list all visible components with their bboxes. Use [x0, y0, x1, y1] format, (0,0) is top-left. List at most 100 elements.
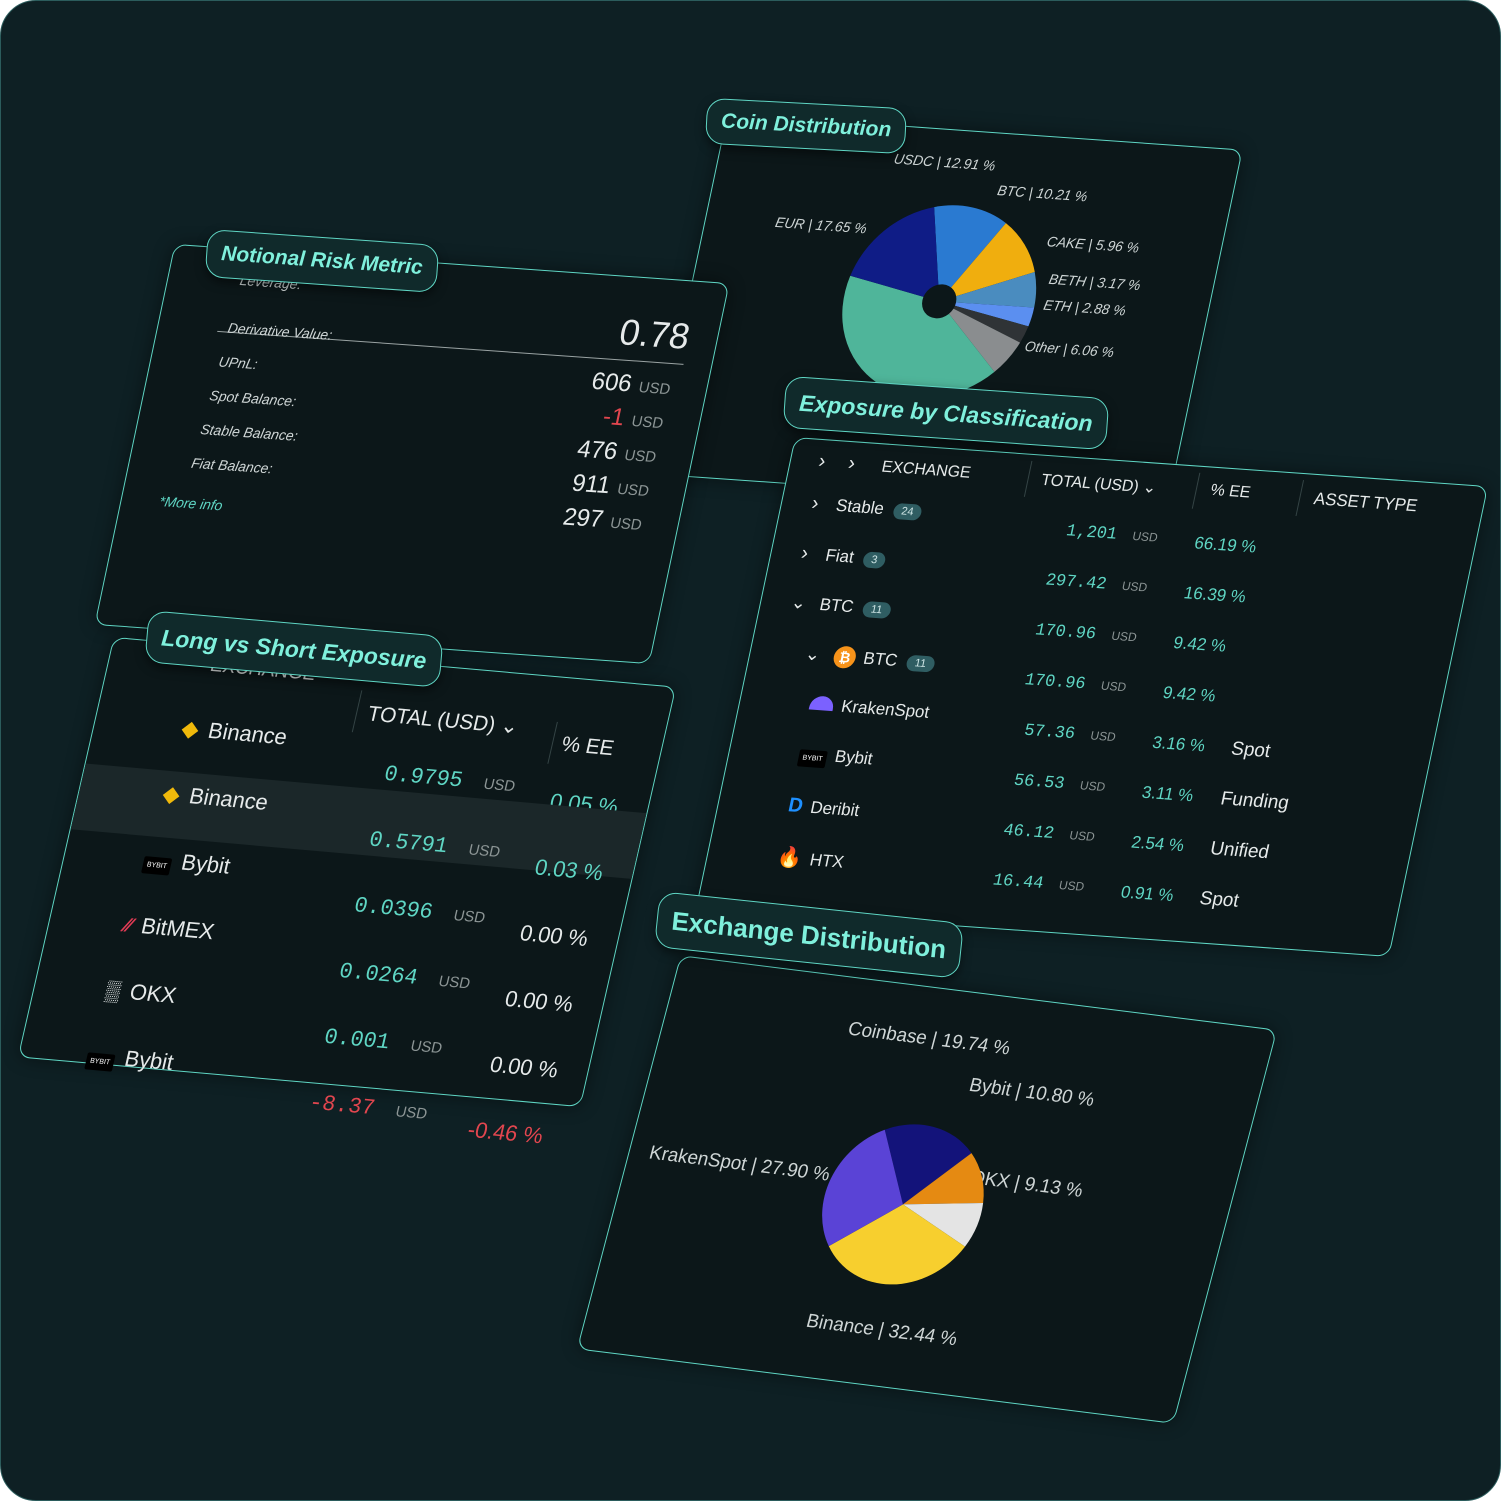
- exposure-col-asset[interactable]: ASSET TYPE: [1312, 489, 1420, 516]
- expand-all-icon[interactable]: ›: [846, 452, 858, 475]
- pie-slice-6[interactable]: [824, 275, 1012, 402]
- pie-slice-0[interactable]: [915, 204, 1009, 305]
- long-short-row-exchange[interactable]: BYBIT Bybit: [84, 1042, 176, 1076]
- total-unit: USD: [1068, 828, 1097, 844]
- ee-value: 0.03 %: [532, 854, 606, 886]
- row-label: Bybit: [833, 746, 875, 769]
- kraken-icon: [808, 694, 836, 715]
- long-short-row-exchange[interactable]: BYBIT Bybit: [140, 846, 233, 880]
- risk-value-0: 606 USD: [589, 368, 674, 401]
- exposure-row-name[interactable]: D Deribit: [786, 794, 862, 822]
- exposure-col-ee[interactable]: % EE: [1208, 481, 1253, 502]
- exposure-row-total: 16.44 USD: [991, 869, 1087, 896]
- more-info-link[interactable]: *More info: [157, 492, 225, 514]
- pie-slice-4[interactable]: [932, 301, 1032, 343]
- pie-slice-2[interactable]: [939, 266, 1041, 308]
- exposure-row-total: 297.42 USD: [1044, 569, 1150, 597]
- exchange-label-bybit: Bybit | 10.80 %: [966, 1074, 1097, 1112]
- ee-value: 2.54 %: [1129, 832, 1186, 856]
- collapse-all-icon[interactable]: ›: [816, 450, 828, 473]
- coin-label-btc: BTC | 10.21 %: [996, 182, 1090, 205]
- bybit-icon: BYBIT: [796, 744, 829, 769]
- row-label: Fiat: [823, 545, 856, 567]
- exposure-row-total: 56.53 USD: [1012, 770, 1108, 797]
- pie-slice-0[interactable]: [866, 1120, 977, 1211]
- pie-hole: [922, 284, 957, 319]
- total-value: 0.0396: [351, 893, 436, 926]
- long-short-sort-chevron-icon[interactable]: ⌄: [498, 714, 521, 739]
- risk-value-4: 297 USD: [560, 503, 645, 536]
- total-value: 46.12: [1001, 821, 1056, 844]
- pie-slice-2[interactable]: [894, 1193, 984, 1247]
- chevron-down-icon[interactable]: ⌄: [803, 643, 823, 665]
- exposure-row-name[interactable]: KrakenSpot: [808, 694, 932, 722]
- row-label: BTC: [817, 594, 856, 617]
- exposure-row-total: 170.96 USD: [1033, 619, 1139, 647]
- total-value: 57.36: [1022, 721, 1077, 745]
- chevron-down-icon[interactable]: ⌄: [789, 591, 809, 613]
- exchange-name: Binance: [205, 717, 290, 750]
- chevron-right-icon[interactable]: ›: [809, 492, 821, 515]
- sort-chevron-down-icon[interactable]: ⌄: [1141, 479, 1158, 497]
- ee-value: 9.42 %: [1161, 682, 1218, 706]
- row-label: KrakenSpot: [839, 696, 932, 722]
- total-value: 297.42: [1043, 571, 1109, 595]
- pie-slice-1[interactable]: [939, 220, 1044, 308]
- risk-number-1: -1: [600, 402, 628, 432]
- long-short-row-exchange[interactable]: ∕∕ BitMEX: [122, 912, 217, 946]
- long-short-row-total: -8.37 USD: [307, 1088, 431, 1125]
- exposure-row-name[interactable]: BYBIT Bybit: [796, 744, 875, 771]
- risk-unit-1: USD: [629, 412, 665, 433]
- bitcoin-icon: ₿: [831, 645, 859, 670]
- ee-value: 0.00 %: [517, 920, 591, 952]
- risk-number-3: 911: [569, 469, 613, 500]
- exposure-row-name[interactable]: ⌄ BTC 11: [789, 592, 893, 620]
- coin-distribution-card: USDC | 12.91 % BTC | 10.21 % EUR | 17.65…: [651, 113, 1243, 511]
- risk-label-2: Spot Balance:: [208, 387, 298, 410]
- htx-icon: 🔥: [775, 846, 805, 870]
- long-short-row-exchange[interactable]: ◆ Binance: [179, 715, 290, 750]
- total-value: 170.96: [1022, 671, 1088, 695]
- coin-label-cake: CAKE | 5.96 %: [1045, 233, 1141, 256]
- notional-risk-card: Leverage: 0.78 *More info Derivative Val…: [94, 243, 730, 665]
- long-short-col-ee[interactable]: % EE: [559, 732, 617, 761]
- pie-slice-1[interactable]: [902, 1146, 996, 1214]
- long-short-card: EXCHANGE TOTAL (USD) ⌄ % EE ◆Binance0.97…: [17, 636, 677, 1148]
- exposure-row-name[interactable]: › Fiat 3: [799, 542, 888, 571]
- total-value: -8.37: [306, 1090, 378, 1122]
- deribit-icon: D: [786, 794, 806, 818]
- coin-label-eth: ETH | 2.88 %: [1042, 296, 1128, 319]
- risk-label-4: Fiat Balance:: [189, 454, 275, 477]
- exposure-col-exchange[interactable]: EXCHANGE: [879, 458, 973, 482]
- exposure-col-total[interactable]: TOTAL (USD) ⌄: [1039, 470, 1158, 498]
- row-label: HTX: [808, 850, 846, 872]
- long-short-row-total: 0.0264 USD: [337, 957, 474, 995]
- count-badge: 24: [891, 502, 924, 521]
- pie-slice-4[interactable]: [812, 1125, 921, 1254]
- row-label: Stable: [834, 495, 886, 519]
- pie-slice-3[interactable]: [935, 301, 1035, 327]
- exchange-name: Bybit: [179, 849, 233, 879]
- total-unit: USD: [1057, 878, 1086, 894]
- long-short-row-total: 0.001 USD: [322, 1023, 446, 1060]
- pie-slice-3[interactable]: [821, 1197, 974, 1293]
- exposure-row-name[interactable]: ⌄ ₿ BTC 11: [803, 644, 937, 675]
- total-unit: USD: [436, 972, 472, 993]
- exchange-label-binance: Binance | 32.44 %: [803, 1310, 960, 1351]
- long-short-row-exchange[interactable]: ▒ OKX: [103, 977, 179, 1009]
- risk-label-0: Derivative Value:: [226, 319, 334, 343]
- exposure-row-total: 57.36 USD: [1022, 720, 1118, 747]
- ee-value: 9.42 %: [1171, 633, 1228, 656]
- exchange-label-coinbase: Coinbase | 19.74 %: [845, 1018, 1013, 1060]
- exposure-row-name[interactable]: › Stable 24: [810, 492, 925, 523]
- chevron-right-icon[interactable]: ›: [799, 542, 811, 565]
- risk-number-4: 297: [560, 503, 606, 534]
- coin-pie-chart: [824, 202, 1044, 402]
- exposure-row-name[interactable]: 🔥 HTX: [775, 844, 846, 874]
- pie-slice-5[interactable]: [925, 301, 1027, 373]
- risk-unit-2: USD: [622, 446, 658, 467]
- pie-slice-7[interactable]: [846, 202, 958, 302]
- binance-icon: ◆: [179, 715, 202, 742]
- coin-label-usdc: USDC | 12.91 %: [892, 150, 998, 174]
- long-short-col-total[interactable]: TOTAL (USD) ⌄: [365, 701, 521, 739]
